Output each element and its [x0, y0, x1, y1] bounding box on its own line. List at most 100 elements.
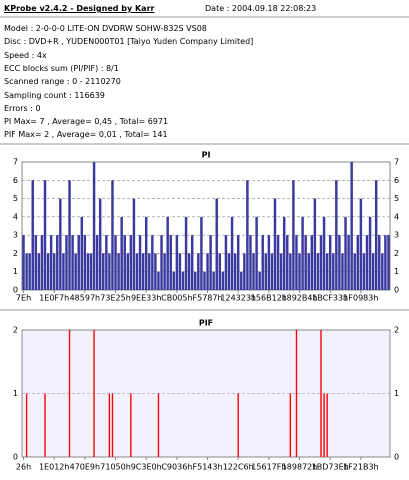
bar — [322, 216, 326, 290]
bar — [270, 253, 274, 290]
bar — [135, 253, 139, 290]
bar — [151, 235, 154, 290]
x-tick-label: 9C3E0h — [131, 463, 162, 472]
bar — [181, 271, 185, 290]
x-tick-label: F5143h — [193, 463, 223, 472]
bar — [111, 393, 114, 457]
bar — [206, 253, 209, 290]
y-tick-label: 1 — [13, 267, 18, 276]
bar — [347, 235, 350, 290]
y-tick-label: 2 — [13, 326, 18, 335]
bar — [175, 235, 179, 290]
bar — [282, 216, 286, 290]
y-tick-label: 0 — [13, 286, 18, 295]
bar — [52, 253, 56, 290]
bar — [286, 235, 289, 290]
y-tick-label: 0 — [13, 453, 18, 462]
bar — [328, 235, 332, 290]
bar — [255, 216, 258, 290]
bar — [307, 253, 310, 290]
bar — [178, 253, 182, 290]
bar — [215, 198, 218, 290]
bar — [34, 235, 38, 290]
x-tick-label: CB005h — [161, 294, 192, 303]
bar — [68, 180, 71, 290]
bar — [123, 235, 126, 290]
x-tick-label: 1BCF33h — [312, 294, 348, 303]
bar — [132, 198, 136, 290]
bar — [344, 216, 347, 290]
bar — [378, 235, 381, 290]
bar — [316, 253, 320, 290]
bar — [197, 253, 200, 290]
y-tick-label-right: 4 — [394, 212, 399, 221]
x-tick-label: 1892B4h — [282, 294, 318, 303]
bar — [187, 253, 191, 290]
bar — [71, 235, 74, 290]
bar — [184, 216, 188, 290]
info-line: PIF Max= 2 , Average= 0,01 , Total= 141 — [4, 130, 168, 140]
bar — [126, 253, 130, 290]
bar — [233, 253, 237, 290]
bar — [218, 253, 222, 290]
bar — [93, 330, 95, 457]
x-tick-label: 73E25h — [100, 294, 130, 303]
bar — [141, 253, 145, 290]
bar — [194, 271, 197, 290]
bar — [289, 393, 292, 457]
bar — [89, 253, 93, 290]
bar — [37, 253, 41, 290]
bar — [163, 253, 166, 290]
bar — [350, 162, 353, 290]
bar — [246, 180, 249, 290]
bar — [320, 330, 322, 457]
bar — [105, 235, 108, 290]
bar — [384, 235, 387, 290]
x-tick-label: 1BD73Eh — [312, 463, 349, 472]
bar — [237, 393, 239, 457]
bar — [169, 235, 172, 290]
x-tick-label: 189872h — [282, 463, 318, 472]
bar — [279, 253, 283, 290]
bar — [157, 271, 160, 290]
bar — [129, 235, 133, 290]
bar — [276, 235, 280, 290]
bar — [264, 253, 268, 290]
info-line: Model : 2-0-0-0 LITE-ON DVDRW SOHW-832S … — [4, 24, 207, 33]
chart-title: PI — [202, 151, 211, 160]
bar — [25, 393, 28, 457]
bar — [59, 198, 62, 290]
app-title: KProbe v2.4.2 - Designed by Karr — [4, 4, 155, 13]
bar — [160, 235, 163, 290]
bar — [362, 253, 366, 290]
y-tick-label: 4 — [13, 212, 18, 221]
info-line: Scanned range : 0 - 2110270 — [4, 77, 121, 87]
x-tick-label: 156B12h — [251, 294, 287, 303]
bar — [243, 253, 246, 290]
bar — [40, 235, 44, 290]
bar — [381, 253, 384, 290]
bar — [371, 253, 375, 290]
bar — [368, 216, 372, 290]
bar — [212, 271, 215, 290]
bar — [108, 393, 111, 457]
bar — [365, 235, 369, 290]
bar — [166, 216, 169, 290]
y-tick-label: 7 — [13, 158, 18, 167]
bar — [77, 235, 80, 290]
bar — [154, 253, 157, 290]
info-line: PI Max= 7 , Average= 0,45 , Total= 6971 — [4, 117, 169, 127]
bar — [326, 393, 328, 457]
bar — [313, 198, 317, 290]
y-tick-label-right: 5 — [394, 194, 399, 203]
bar — [144, 216, 148, 290]
bar — [102, 253, 105, 290]
bar — [111, 180, 114, 290]
bar — [341, 253, 344, 290]
info-line: Sampling count : 116639 — [4, 90, 105, 100]
y-tick-label-right: 7 — [394, 158, 399, 167]
bar — [203, 271, 206, 290]
y-tick-label-right: 2 — [394, 249, 399, 258]
bar — [43, 180, 47, 290]
bar — [374, 180, 378, 290]
